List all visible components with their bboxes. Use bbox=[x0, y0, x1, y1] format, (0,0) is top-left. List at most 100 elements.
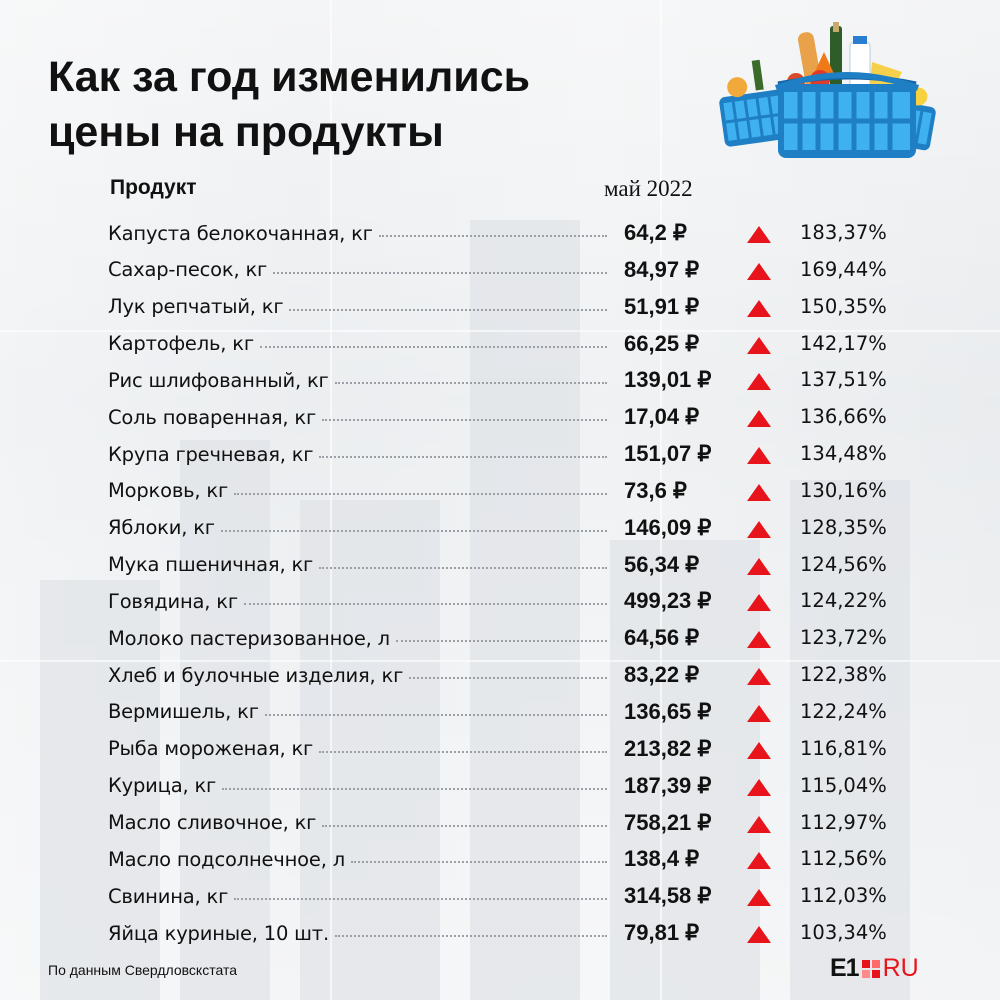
dotted-leader bbox=[264, 713, 607, 716]
up-triangle-icon bbox=[747, 594, 771, 612]
price-value: 17,04 ₽ bbox=[624, 404, 700, 430]
product-name: Яблоки, кг bbox=[108, 516, 215, 540]
page-title: Как за год изменились цены на продукты bbox=[48, 50, 530, 160]
dotted-leader bbox=[289, 308, 607, 311]
product-cell: Соль поваренная, кг bbox=[108, 402, 611, 432]
table-row: Сахар-песок, кг 84,97 ₽ 169,44% bbox=[0, 255, 1000, 292]
dotted-leader bbox=[334, 382, 607, 385]
product-name: Рыба мороженая, кг bbox=[108, 737, 314, 761]
up-triangle-icon bbox=[747, 299, 771, 317]
change-percent: 122,38% bbox=[800, 663, 887, 687]
logo-text-right: RU bbox=[882, 954, 919, 982]
table-row: Мука пшеничная, кг 56,34 ₽ 124,56% bbox=[0, 550, 1000, 587]
up-triangle-icon bbox=[747, 852, 771, 870]
price-value: 56,34 ₽ bbox=[624, 551, 700, 577]
up-triangle-icon bbox=[747, 778, 771, 796]
table-row: Рис шлифованный, кг 139,01 ₽ 137,51% bbox=[0, 365, 1000, 402]
table-row: Яйца куриные, 10 шт. 79,81 ₽ 103,34% bbox=[0, 918, 1000, 955]
product-cell: Масло сливочное, кг bbox=[108, 808, 611, 838]
table-row: Молоко пастеризованное, л 64,56 ₽ 123,72% bbox=[0, 623, 1000, 660]
table-row: Крупа гречневая, кг 151,07 ₽ 134,48% bbox=[0, 439, 1000, 476]
price-value: 79,81 ₽ bbox=[624, 920, 700, 946]
product-cell: Свинина, кг bbox=[108, 881, 611, 911]
table-row: Хлеб и булочные изделия, кг 83,22 ₽ 122,38… bbox=[0, 660, 1000, 697]
dotted-leader bbox=[378, 235, 607, 237]
price-value: 64,2 ₽ bbox=[624, 220, 687, 245]
change-percent: 137,51% bbox=[800, 368, 887, 392]
table-row: Масло сливочное, кг 758,21 ₽ 112,97% bbox=[0, 808, 1000, 845]
product-name: Хлеб и булочные изделия, кг bbox=[108, 663, 404, 687]
product-name: Вермишель, кг bbox=[108, 700, 259, 724]
up-triangle-icon bbox=[747, 520, 771, 538]
up-triangle-icon bbox=[747, 336, 771, 354]
up-triangle-icon bbox=[747, 410, 771, 428]
product-cell: Курица, кг bbox=[108, 771, 611, 801]
product-cell: Сахар-песок, кг bbox=[108, 255, 611, 285]
product-name: Масло сливочное, кг bbox=[108, 811, 317, 834]
product-cell: Масло подсолнечное, л bbox=[108, 844, 611, 874]
table-row: Рыба мороженая, кг 213,82 ₽ 116,81% bbox=[0, 734, 1000, 771]
up-triangle-icon bbox=[747, 226, 771, 243]
change-percent: 128,35% bbox=[800, 515, 887, 539]
change-percent: 103,34% bbox=[800, 921, 887, 945]
change-percent: 136,66% bbox=[800, 405, 887, 429]
dotted-leader bbox=[259, 345, 607, 348]
change-percent: 122,24% bbox=[800, 699, 887, 723]
up-triangle-icon bbox=[747, 704, 771, 722]
dotted-leader bbox=[409, 677, 607, 680]
product-name: Молоко пастеризованное, л bbox=[108, 626, 390, 650]
change-percent: 130,16% bbox=[800, 478, 887, 502]
table-row: Лук репчатый, кг 51,91 ₽ 150,35% bbox=[0, 292, 1000, 329]
dotted-leader bbox=[243, 603, 607, 606]
change-percent: 150,35% bbox=[800, 294, 887, 318]
dotted-leader bbox=[222, 787, 607, 790]
product-name: Яйца куриные, 10 шт. bbox=[108, 921, 329, 945]
up-triangle-icon bbox=[747, 668, 771, 686]
up-triangle-icon bbox=[747, 483, 771, 501]
e1-logo[interactable]: E1 RU bbox=[830, 954, 919, 983]
price-table: Капуста белокочанная, кг 64,2 ₽ 183,37% Сах… bbox=[0, 218, 1000, 955]
price-value: 139,01 ₽ bbox=[624, 367, 712, 393]
price-value: 64,56 ₽ bbox=[624, 625, 700, 651]
product-name: Свинина, кг bbox=[108, 884, 229, 908]
grocery-basket-icon bbox=[719, 22, 936, 158]
price-value: 83,22 ₽ bbox=[624, 662, 700, 688]
change-percent: 169,44% bbox=[800, 257, 887, 281]
table-row: Капуста белокочанная, кг 64,2 ₽ 183,37% bbox=[0, 218, 1000, 255]
price-value: 66,25 ₽ bbox=[624, 330, 700, 356]
table-row: Курица, кг 187,39 ₽ 115,04% bbox=[0, 771, 1000, 808]
change-percent: 112,56% bbox=[800, 847, 887, 871]
price-value: 213,82 ₽ bbox=[624, 735, 712, 761]
up-triangle-icon bbox=[747, 631, 771, 649]
dotted-leader bbox=[322, 419, 607, 422]
table-row: Вермишель, кг 136,65 ₽ 122,24% bbox=[0, 697, 1000, 734]
product-name: Морковь, кг bbox=[108, 479, 229, 503]
product-cell: Морковь, кг bbox=[108, 476, 611, 506]
product-cell: Мука пшеничная, кг bbox=[108, 550, 611, 580]
product-name: Курица, кг bbox=[108, 774, 217, 798]
logo-text-left: E1 bbox=[830, 954, 860, 982]
table-row: Масло подсолнечное, л 138,4 ₽ 112,56% bbox=[0, 844, 1000, 881]
product-name: Говядина, кг bbox=[108, 589, 238, 613]
price-value: 73,6 ₽ bbox=[624, 477, 687, 503]
dotted-leader bbox=[350, 861, 607, 864]
dotted-leader bbox=[319, 566, 607, 569]
dotted-leader bbox=[319, 456, 607, 459]
price-value: 758,21 ₽ bbox=[624, 809, 712, 835]
price-value: 151,07 ₽ bbox=[624, 441, 712, 467]
product-name: Соль поваренная, кг bbox=[108, 405, 316, 429]
dotted-leader bbox=[234, 898, 607, 901]
up-triangle-icon bbox=[747, 889, 771, 907]
up-triangle-icon bbox=[747, 373, 771, 391]
product-cell: Крупа гречневая, кг bbox=[108, 439, 611, 469]
price-value: 51,91 ₽ bbox=[624, 293, 700, 319]
product-cell: Лук репчатый, кг bbox=[108, 292, 611, 322]
up-triangle-icon bbox=[747, 447, 771, 465]
price-value: 499,23 ₽ bbox=[624, 588, 712, 614]
up-triangle-icon bbox=[747, 557, 771, 575]
change-percent: 112,97% bbox=[800, 810, 887, 834]
table-row: Яблоки, кг 146,09 ₽ 128,35% bbox=[0, 513, 1000, 550]
product-cell: Яйца куриные, 10 шт. bbox=[108, 918, 611, 948]
change-percent: 115,04% bbox=[800, 773, 887, 797]
column-header-month: май 2022 bbox=[604, 176, 693, 201]
